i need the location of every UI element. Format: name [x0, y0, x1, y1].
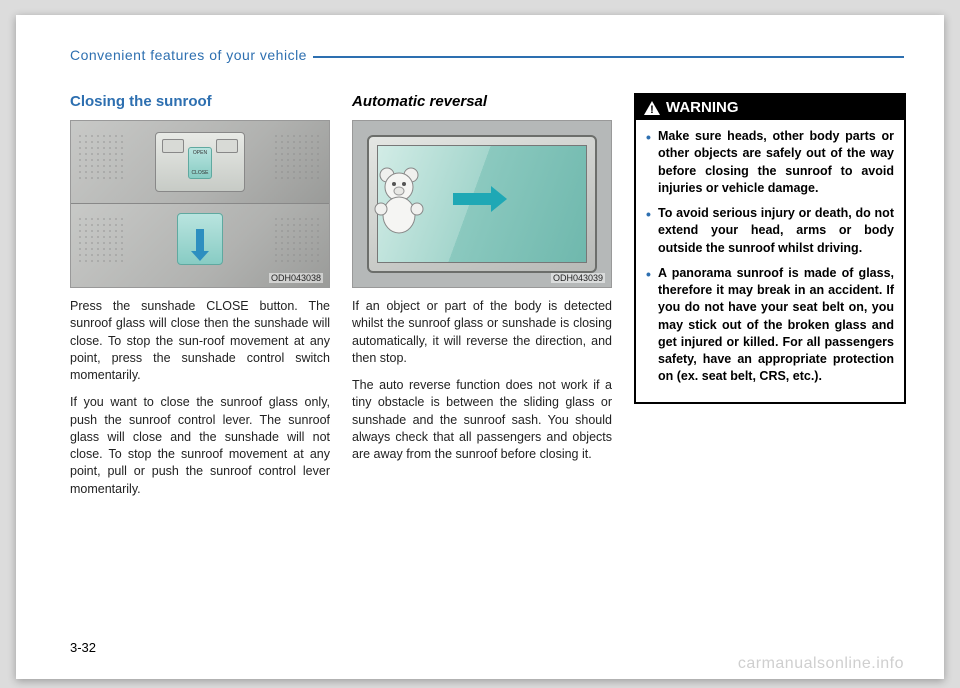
warning-body: Make sure heads, other body parts or oth…: [636, 120, 904, 402]
sunroof-switch-highlight: OPEN CLOSE: [188, 147, 212, 179]
speaker-grille-left-2: [77, 216, 127, 266]
close-label: CLOSE: [192, 170, 209, 176]
automatic-reversal-heading: Automatic reversal: [352, 93, 612, 110]
map-light-button-right: [216, 139, 238, 153]
page-number: 3-32: [70, 640, 96, 655]
warning-header: ! WARNING: [636, 95, 904, 120]
speaker-grille-left: [77, 133, 127, 183]
watermark: carmanualsonline.info: [738, 655, 904, 673]
header-title: Convenient features of your vehicle: [70, 47, 307, 63]
speaker-grille-right-2: [273, 216, 323, 266]
warning-label: WARNING: [666, 99, 739, 116]
col2-paragraph-1: If an object or part of the body is dete…: [352, 298, 612, 367]
figure1-id: ODH043038: [269, 273, 323, 283]
warning-triangle-icon: !: [644, 101, 660, 115]
svg-text:!: !: [650, 104, 654, 115]
header-rule: [313, 56, 904, 58]
warning-item-1: Make sure heads, other body parts or oth…: [646, 128, 894, 197]
col1-paragraph-1: Press the sunshade CLOSE button. The sun…: [70, 298, 330, 384]
column-1: Closing the sunroof OPEN CLOSE: [70, 93, 330, 508]
warning-item-3: A panorama sunroof is made of glass, the…: [646, 265, 894, 386]
content-columns: Closing the sunroof OPEN CLOSE: [70, 93, 904, 508]
column-3: ! WARNING Make sure heads, other body pa…: [634, 93, 906, 508]
open-label: OPEN: [193, 150, 207, 156]
figure-automatic-reversal: ODH043039: [352, 120, 612, 288]
col2-paragraph-2: The auto reverse function does not work …: [352, 377, 612, 463]
map-light-button-left: [162, 139, 184, 153]
figure1-upper-panel: OPEN CLOSE: [71, 121, 329, 204]
col1-paragraph-2: If you want to close the sunroof glass o…: [70, 394, 330, 498]
warning-item-2: To avoid serious injury or death, do not…: [646, 205, 894, 257]
figure-closing-sunroof: OPEN CLOSE ODH043038: [70, 120, 330, 288]
arrow-down-icon: [196, 229, 204, 253]
speaker-grille-right: [273, 133, 323, 183]
overhead-console: OPEN CLOSE: [155, 132, 245, 192]
figure2-id: ODH043039: [551, 273, 605, 283]
sunroof-lever-highlight: [177, 213, 223, 265]
column-2: Automatic reversal ODH043039: [352, 93, 612, 508]
closing-sunroof-heading: Closing the sunroof: [70, 93, 330, 110]
warning-box: ! WARNING Make sure heads, other body pa…: [634, 93, 906, 404]
manual-page: Convenient features of your vehicle Clos…: [16, 15, 944, 679]
page-header: Convenient features of your vehicle: [70, 47, 904, 63]
arrow-right-icon: [453, 193, 493, 205]
teddy-bear-icon: [373, 163, 425, 235]
